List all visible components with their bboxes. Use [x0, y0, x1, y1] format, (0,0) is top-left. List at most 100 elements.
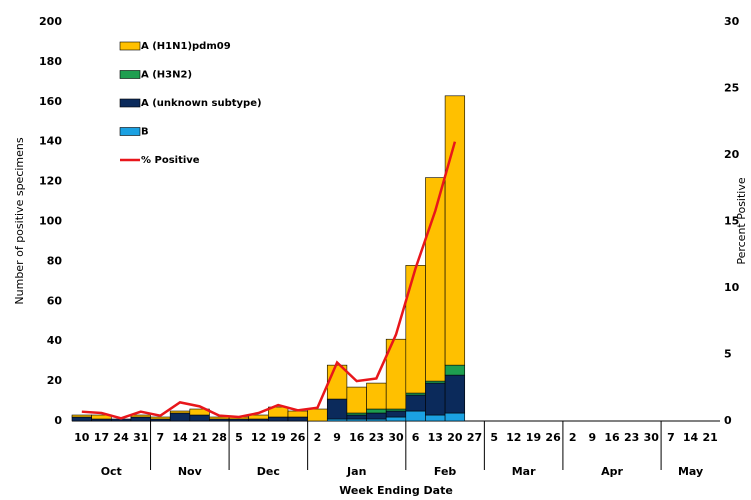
month-label: Jan	[346, 465, 366, 478]
bar-segment	[366, 382, 387, 410]
x-tick-label: 12	[506, 431, 521, 444]
x-tick-label: 19	[526, 431, 541, 444]
bar-segment	[268, 416, 289, 422]
y-tick-label: 80	[47, 254, 63, 267]
bar-segment	[385, 410, 407, 418]
legend-swatch	[119, 127, 141, 136]
x-tick-label: 23	[369, 431, 384, 444]
legend-swatch	[119, 98, 141, 108]
y-tick-label: 120	[39, 175, 62, 188]
bar-segment	[405, 394, 426, 412]
x-tick-label: 19	[271, 431, 286, 444]
bar-segment	[130, 416, 151, 422]
y2-tick-label: 0	[724, 414, 732, 427]
x-tick-label: 24	[113, 431, 129, 444]
legend-label: % Positive	[141, 155, 200, 166]
month-label: Mar	[512, 465, 536, 478]
bar-segment	[405, 265, 426, 394]
bar-segment	[405, 410, 426, 422]
bar-segment	[71, 416, 92, 422]
legend-label: A (H1N1)pdm09	[141, 41, 231, 52]
month-label: Dec	[257, 465, 280, 478]
x-tick-label: 20	[447, 431, 463, 444]
x-tick-label: 2	[314, 431, 322, 444]
legend-swatch	[119, 70, 141, 79]
x-tick-label: 7	[667, 431, 675, 444]
bar-segment	[307, 408, 328, 422]
month-label: Apr	[601, 465, 623, 478]
legend-label: B	[141, 127, 149, 138]
x-tick-label: 27	[467, 431, 482, 444]
bar-segment	[366, 408, 387, 414]
y2-tick-label: 30	[724, 15, 740, 28]
x-tick-label: 9	[589, 431, 597, 444]
x-tick-label: 16	[349, 431, 365, 444]
y2-tick-label: 10	[724, 281, 740, 294]
bar-segment	[326, 398, 348, 420]
y-tick-label: 160	[39, 95, 62, 108]
x-tick-label: 5	[235, 431, 243, 444]
x-tick-label: 30	[644, 431, 660, 444]
bar-segment	[444, 95, 466, 366]
x-tick-label: 7	[157, 431, 165, 444]
bar-segment	[444, 412, 466, 422]
x-tick-label: 28	[212, 431, 227, 444]
legend-label: A (unknown subtype)	[141, 98, 262, 109]
y2-tick-label: 15	[724, 215, 739, 228]
y2-tick-label: 20	[724, 148, 740, 161]
bar-segment	[287, 410, 308, 418]
y-tick-label: 100	[39, 215, 62, 228]
x-tick-label: 30	[388, 431, 404, 444]
x-tick-label: 26	[290, 431, 306, 444]
bar-segment	[425, 382, 446, 416]
bar-segment	[287, 416, 308, 422]
x-tick-label: 14	[683, 431, 699, 444]
y-tick-label: 0	[54, 414, 62, 427]
y-tick-label: 60	[47, 294, 63, 307]
legend-label: A (H3N2)	[141, 70, 192, 81]
x-tick-label: 2	[569, 431, 577, 444]
y-tick-label: 40	[47, 334, 63, 347]
bar-segment	[366, 412, 387, 420]
y2-tick-label: 5	[724, 348, 732, 361]
line-series	[81, 141, 457, 420]
x-tick-label: 10	[74, 431, 90, 444]
month-label: Oct	[101, 465, 122, 478]
bar-segment	[425, 414, 446, 422]
bar-segment	[91, 414, 112, 420]
bar-segment	[169, 410, 191, 414]
bar-segment	[71, 414, 92, 418]
x-tick-label: 23	[624, 431, 639, 444]
y-axis-title: Number of positive specimens	[13, 137, 26, 304]
x-tick-label: 5	[490, 431, 498, 444]
month-label: Nov	[178, 465, 203, 478]
y-tick-label: 20	[47, 374, 63, 387]
bar-segment	[169, 412, 191, 422]
bar-segment	[385, 416, 407, 422]
bar-segment	[444, 374, 466, 414]
x-tick-label: 16	[604, 431, 620, 444]
x-tick-label: 21	[703, 431, 718, 444]
month-label: Feb	[434, 465, 457, 478]
legend-swatch	[119, 41, 141, 51]
x-axis-title: Week Ending Date	[339, 484, 453, 497]
bar-segment	[444, 364, 466, 376]
x-tick-label: 31	[133, 431, 148, 444]
x-tick-label: 13	[428, 431, 443, 444]
x-tick-label: 12	[251, 431, 266, 444]
x-tick-label: 6	[412, 431, 420, 444]
bar-segment	[189, 414, 210, 422]
y-tick-label: 200	[39, 15, 62, 28]
month-label: May	[678, 465, 703, 478]
x-tick-label: 21	[192, 431, 207, 444]
bar-segment	[150, 416, 171, 420]
y-tick-label: 180	[39, 55, 62, 68]
y-tick-label: 140	[39, 135, 62, 148]
x-tick-label: 9	[333, 431, 341, 444]
y2-axis-title: Percent Positive	[735, 177, 748, 265]
x-tick-label: 14	[172, 431, 188, 444]
bar-segment	[346, 386, 367, 414]
y2-tick-label: 25	[724, 82, 739, 95]
x-tick-label: 26	[545, 431, 561, 444]
